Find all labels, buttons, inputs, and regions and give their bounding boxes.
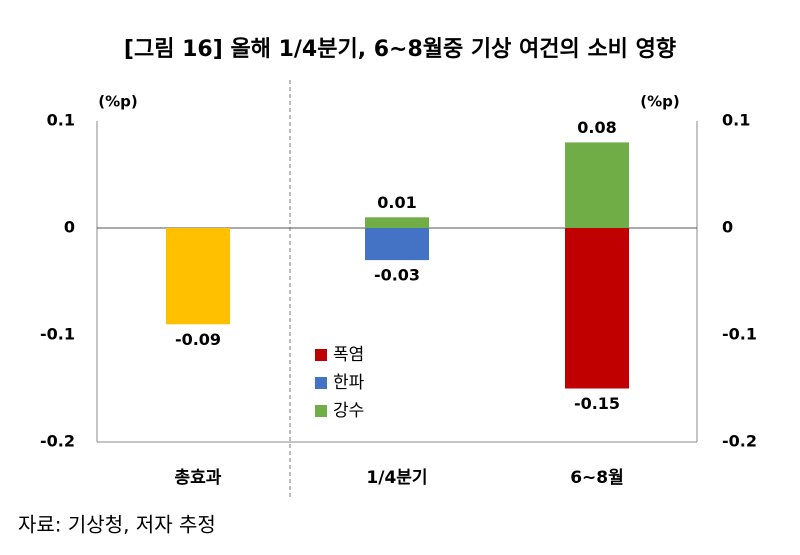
bar (365, 217, 429, 228)
value-label: -0.15 (574, 394, 620, 413)
bar (565, 142, 629, 228)
legend-swatch (315, 349, 327, 361)
legend-label: 폭염 (333, 345, 364, 365)
x-tick-label: 1/4분기 (366, 468, 427, 488)
y-tick-label: 0.1 (47, 111, 75, 130)
bar (365, 228, 429, 261)
y2-tick-label: -0.2 (722, 432, 757, 451)
y2-tick-label: -0.1 (722, 325, 757, 344)
value-label: 0.08 (577, 118, 616, 137)
legend-swatch (315, 377, 327, 389)
y-tick-label: 0 (64, 218, 75, 237)
y-tick-label: -0.1 (40, 325, 75, 344)
legend-swatch (315, 405, 327, 417)
y2-unit: (%p) (640, 93, 679, 111)
source: 자료: 기상청, 저자 추정 (18, 513, 216, 537)
value-label: 0.01 (377, 193, 416, 212)
bar (565, 228, 629, 389)
x-tick-label: 총효과 (175, 468, 222, 488)
y2-tick-label: 0.1 (722, 111, 750, 130)
y-tick-label: -0.2 (40, 432, 75, 451)
chart-title: [그림 16] 올해 1/4분기, 6~8월중 기상 여건의 소비 영향 (124, 37, 676, 62)
x-tick-label: 6~8월 (570, 468, 624, 488)
bar (166, 228, 230, 325)
legend-label: 강수 (333, 401, 364, 421)
value-label: -0.09 (175, 330, 221, 349)
y2-tick-label: 0 (722, 218, 733, 237)
y-unit: (%p) (98, 93, 137, 111)
value-label: -0.03 (374, 266, 420, 285)
legend-label: 한파 (333, 373, 365, 393)
